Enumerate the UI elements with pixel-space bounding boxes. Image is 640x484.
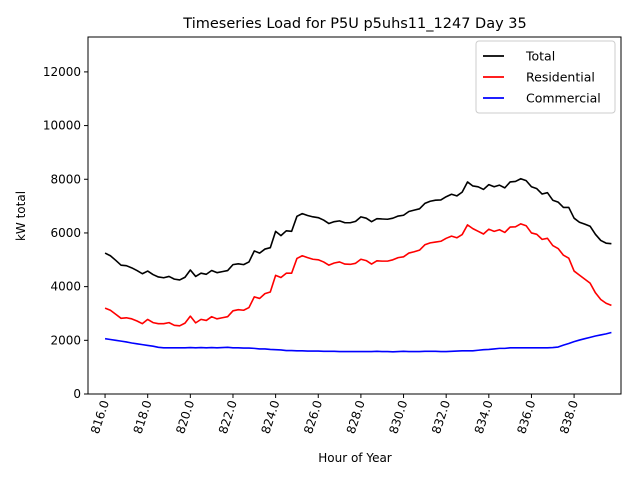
x-tick-label: 818.0 <box>131 399 155 436</box>
x-tick-label: 816.0 <box>88 399 112 436</box>
x-tick-label: 822.0 <box>216 399 240 436</box>
y-tick-label: 10000 <box>43 119 81 133</box>
x-tick-label: 824.0 <box>259 399 283 436</box>
x-tick-label: 832.0 <box>429 399 453 436</box>
series-line-commercial <box>104 331 612 353</box>
series-line-residential <box>104 223 612 327</box>
chart-title: Timeseries Load for P5U p5uhs11_1247 Day… <box>182 16 526 32</box>
series-line-total <box>104 177 612 281</box>
x-tick-label: 834.0 <box>472 399 496 436</box>
plot-area-frame <box>87 36 622 395</box>
y-tick-label: 4000 <box>50 280 81 294</box>
x-tick-label: 830.0 <box>386 399 410 436</box>
x-tick-label: 828.0 <box>344 399 368 436</box>
y-tick-label: 6000 <box>50 226 81 240</box>
x-tick-label: 838.0 <box>557 399 581 436</box>
legend-label-residential: Residential <box>526 70 595 85</box>
x-axis-label: Hour of Year <box>318 451 392 465</box>
y-axis-label: kW total <box>14 191 28 241</box>
y-tick-label: 12000 <box>43 65 81 79</box>
series-lines <box>104 177 612 353</box>
x-axis-ticks: 816.0 818.0 820.0 822.0 824.0 826.0 828.0 830.0… <box>88 394 581 436</box>
legend: Total Residential Commercial <box>475 40 616 114</box>
legend-label-total: Total <box>525 49 555 64</box>
x-tick-label: 836.0 <box>514 399 538 436</box>
legend-box <box>475 40 616 114</box>
y-axis-ticks: 0 2000 4000 6000 8000 10000 12000 <box>43 65 88 401</box>
x-tick-label: 826.0 <box>301 399 325 436</box>
x-tick-label: 820.0 <box>173 399 197 436</box>
y-tick-label: 0 <box>73 387 81 401</box>
y-tick-label: 2000 <box>50 333 81 347</box>
y-tick-label: 8000 <box>50 172 81 186</box>
legend-label-commercial: Commercial <box>526 91 601 106</box>
